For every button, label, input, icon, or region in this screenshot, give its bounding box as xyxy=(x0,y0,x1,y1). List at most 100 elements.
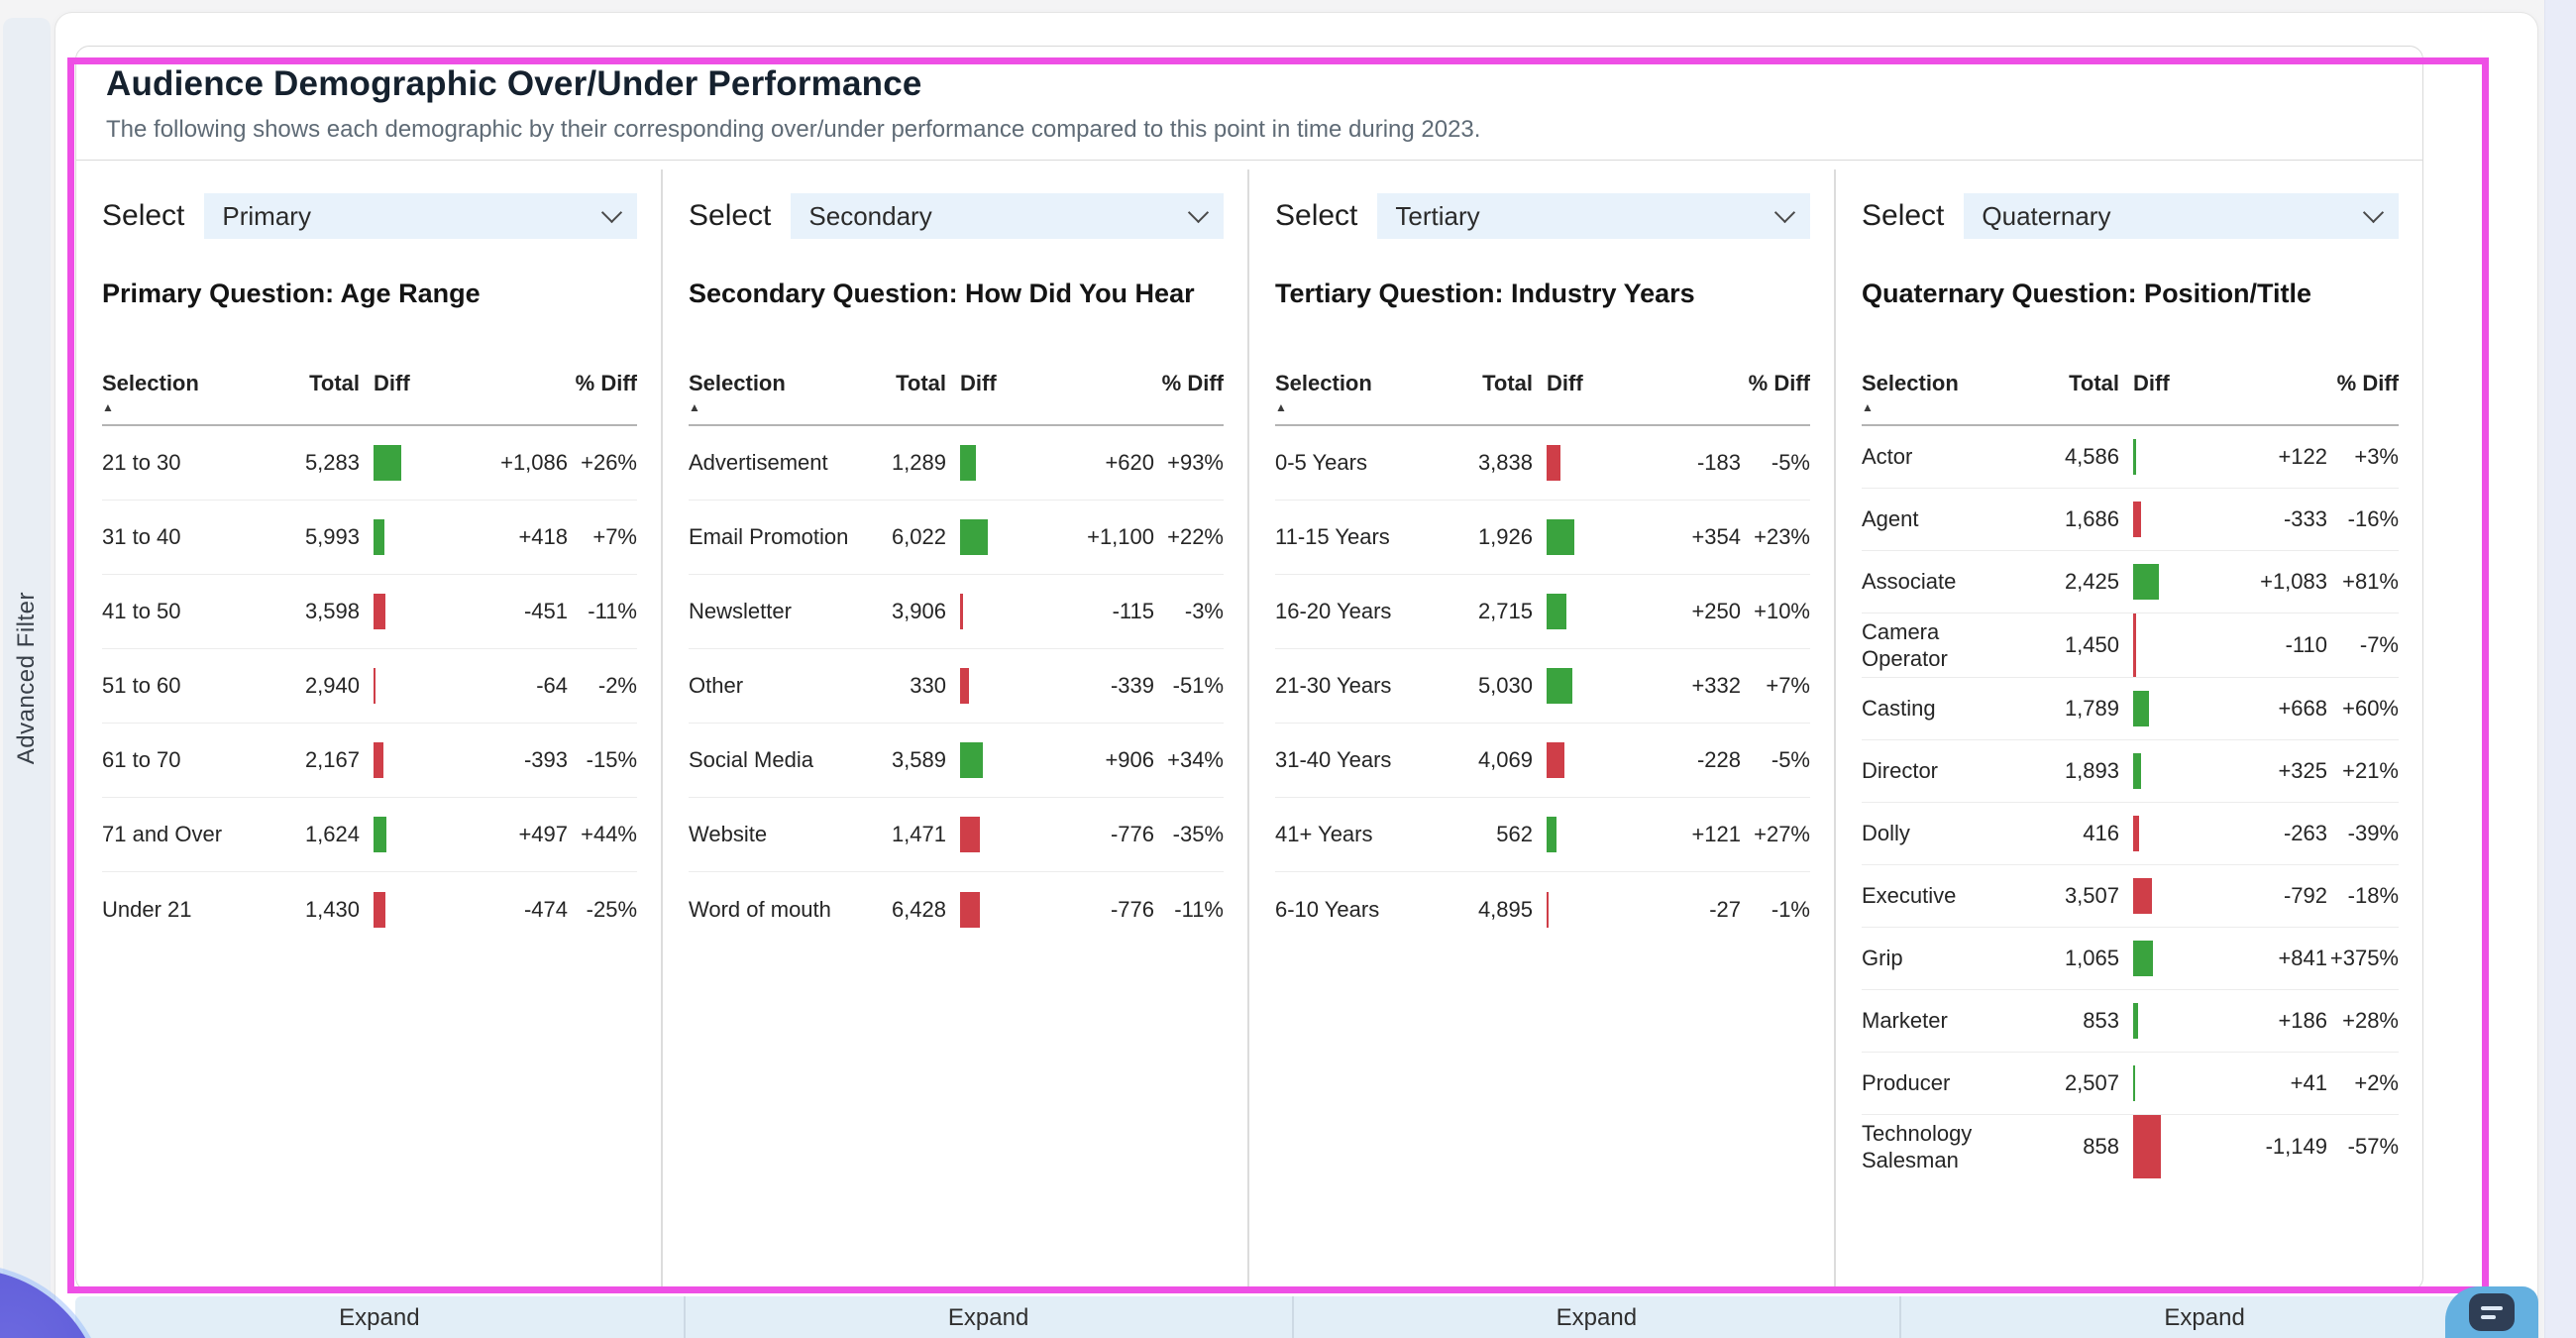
table-row[interactable]: Executive 3,507 -792 -18% xyxy=(1862,865,2399,928)
selection-cell: 0-5 Years xyxy=(1275,450,1367,476)
diff-bar xyxy=(960,742,983,778)
column-header-total[interactable]: Total xyxy=(2069,371,2119,395)
column-header-pct-diff[interactable]: % Diff xyxy=(575,371,637,395)
diff-bar-cell xyxy=(946,742,1045,778)
table-row[interactable]: 21-30 Years 5,030 +332 +7% xyxy=(1275,649,1810,724)
table-row[interactable]: 51 to 60 2,940 -64 -2% xyxy=(102,649,637,724)
table-row[interactable]: 31-40 Years 4,069 -228 -5% xyxy=(1275,724,1810,798)
diff-bar-cell xyxy=(360,519,459,555)
table-row[interactable]: 6-10 Years 4,895 -27 -1% xyxy=(1275,872,1810,947)
dropdown-value: Quaternary xyxy=(1982,200,2111,231)
pct-diff-cell: +21% xyxy=(2342,758,2399,783)
column-header-pct-diff[interactable]: % Diff xyxy=(1161,371,1224,395)
table-row[interactable]: Website 1,471 -776 -35% xyxy=(689,798,1224,872)
total-cell: 3,598 xyxy=(304,599,360,623)
column-header-total[interactable]: Total xyxy=(309,371,360,395)
right-pane-edge xyxy=(2544,0,2576,1338)
table-row[interactable]: Dolly 416 -263 -39% xyxy=(1862,803,2399,865)
table-row[interactable]: Grip 1,065 +841 +375% xyxy=(1862,928,2399,990)
diff-bar xyxy=(2133,502,2141,537)
column-header-spacer xyxy=(1045,371,1154,414)
table-row[interactable]: Word of mouth 6,428 -776 -11% xyxy=(689,872,1224,947)
expand-button-2[interactable]: Expand xyxy=(683,1296,1292,1338)
column-header-diff[interactable]: Diff xyxy=(374,371,410,395)
table-row[interactable]: Producer 2,507 +41 +2% xyxy=(1862,1053,2399,1115)
total-cell: 1,624 xyxy=(304,822,360,846)
table-row[interactable]: Advertisement 1,289 +620 +93% xyxy=(689,426,1224,501)
pct-diff-cell: +375% xyxy=(2329,946,2399,970)
diff-bar-cell xyxy=(1533,594,1632,629)
column-header-pct-diff[interactable]: % Diff xyxy=(2336,371,2399,395)
diff-bar-cell xyxy=(946,668,1045,704)
chat-widget-button[interactable] xyxy=(2445,1286,2538,1338)
report-canvas: Audience Demographic Over/Under Performa… xyxy=(54,12,2538,1338)
column-header-diff[interactable]: Diff xyxy=(2133,371,2170,395)
table-row[interactable]: Social Media 3,589 +906 +34% xyxy=(689,724,1224,798)
column-header-total[interactable]: Total xyxy=(1482,371,1533,395)
select-dropdown-primary[interactable]: Primary xyxy=(204,193,637,239)
table-row[interactable]: 71 and Over 1,624 +497 +44% xyxy=(102,798,637,872)
table-row[interactable]: 16-20 Years 2,715 +250 +10% xyxy=(1275,575,1810,649)
pct-diff-cell: +60% xyxy=(2342,696,2399,721)
select-dropdown-quaternary[interactable]: Quaternary xyxy=(1964,193,2399,239)
expand-button-1[interactable]: Expand xyxy=(75,1296,684,1338)
expand-button-3[interactable]: Expand xyxy=(1291,1296,1900,1338)
diff-bar-cell xyxy=(1533,519,1632,555)
table-row[interactable]: 0-5 Years 3,838 -183 -5% xyxy=(1275,426,1810,501)
selection-cell: Producer xyxy=(1862,1070,1951,1096)
select-row: Select Primary xyxy=(102,193,637,239)
selection-cell: Marketer xyxy=(1862,1008,1948,1034)
table-row[interactable]: 31 to 40 5,993 +418 +7% xyxy=(102,501,637,575)
pct-diff-cell: +22% xyxy=(1167,524,1224,549)
pct-diff-cell: +2% xyxy=(2354,1070,2399,1095)
diff-bar xyxy=(2133,753,2141,789)
diff-bar xyxy=(2133,1003,2138,1039)
table-row[interactable]: 21 to 30 5,283 +1,086 +26% xyxy=(102,426,637,501)
table-row[interactable]: Agent 1,686 -333 -16% xyxy=(1862,489,2399,551)
column-header-pct-diff[interactable]: % Diff xyxy=(1748,371,1810,395)
pct-diff-cell: -11% xyxy=(1174,896,1224,922)
diff-bar xyxy=(1547,668,1572,704)
column-header-selection[interactable]: Selection ▲ xyxy=(1862,371,2035,414)
select-dropdown-secondary[interactable]: Secondary xyxy=(791,193,1224,239)
total-cell: 562 xyxy=(1496,822,1533,846)
chat-icon xyxy=(2469,1293,2515,1331)
table-row[interactable]: 41+ Years 562 +121 +27% xyxy=(1275,798,1810,872)
column-header-total[interactable]: Total xyxy=(896,371,946,395)
column-header-diff[interactable]: Diff xyxy=(1547,371,1583,395)
question-heading: Tertiary Question: Industry Years xyxy=(1275,279,1695,308)
column-header-selection[interactable]: Selection ▲ xyxy=(1275,371,1449,414)
table-row[interactable]: 41 to 50 3,598 -451 -11% xyxy=(102,575,637,649)
table-row[interactable]: Other 330 -339 -51% xyxy=(689,649,1224,724)
table-header-row: Selection ▲ Total Diff % Diff xyxy=(1862,371,2399,426)
total-cell: 4,586 xyxy=(2064,444,2119,469)
expand-button-4[interactable]: Expand xyxy=(1899,1296,2508,1338)
table-header-row: Selection ▲ Total Diff % Diff xyxy=(1275,371,1810,426)
table-row[interactable]: Camera Operator 1,450 -110 -7% xyxy=(1862,613,2399,678)
pct-diff-cell: +3% xyxy=(2354,444,2399,469)
table-row[interactable]: Marketer 853 +186 +28% xyxy=(1862,990,2399,1053)
column-header-diff[interactable]: Diff xyxy=(960,371,997,395)
diff-bar xyxy=(2133,878,2152,914)
table-row[interactable]: Email Promotion 6,022 +1,100 +22% xyxy=(689,501,1224,575)
question-column-1: Select Primary Primary Question: Age Range… xyxy=(76,169,663,1290)
table-row[interactable]: Casting 1,789 +668 +60% xyxy=(1862,678,2399,740)
table-row[interactable]: Associate 2,425 +1,083 +81% xyxy=(1862,551,2399,613)
diff-cell: -263 xyxy=(2283,821,2327,845)
sort-ascending-icon: ▲ xyxy=(102,400,114,414)
selection-cell: Casting xyxy=(1862,696,1936,722)
select-dropdown-tertiary[interactable]: Tertiary xyxy=(1377,193,1810,239)
table-row[interactable]: Actor 4,586 +122 +3% xyxy=(1862,426,2399,489)
column-header-selection[interactable]: Selection ▲ xyxy=(102,371,275,414)
pct-diff-cell: -11% xyxy=(588,599,637,623)
table-row[interactable]: 61 to 70 2,167 -393 -15% xyxy=(102,724,637,798)
table-row[interactable]: Director 1,893 +325 +21% xyxy=(1862,740,2399,803)
table-row[interactable]: 11-15 Years 1,926 +354 +23% xyxy=(1275,501,1810,575)
table-row[interactable]: Technology Salesman 858 -1,149 -57% xyxy=(1862,1115,2399,1178)
table-row[interactable]: Newsletter 3,906 -115 -3% xyxy=(689,575,1224,649)
column-header-selection[interactable]: Selection ▲ xyxy=(689,371,862,414)
advanced-filter-pane[interactable]: Advanced Filter xyxy=(3,18,51,1338)
table-row[interactable]: Under 21 1,430 -474 -25% xyxy=(102,872,637,947)
selection-cell: 71 and Over xyxy=(102,822,223,847)
sort-ascending-icon: ▲ xyxy=(689,400,700,414)
